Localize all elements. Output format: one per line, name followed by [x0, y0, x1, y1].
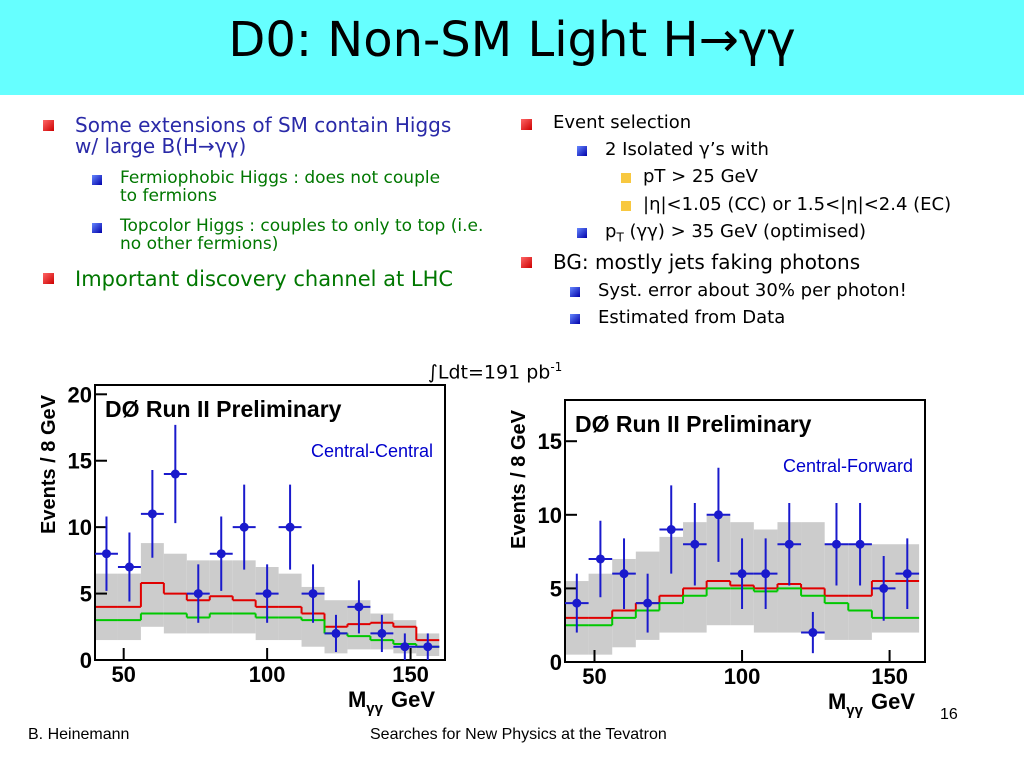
data-point	[147, 509, 157, 519]
y-tick-label: 0	[550, 650, 562, 675]
x-label-sub: γγ	[366, 700, 383, 717]
data-point	[354, 602, 364, 612]
y-axis-label: Events / 8 GeV	[508, 409, 530, 549]
text: p	[605, 221, 617, 242]
x-tick-label: 50	[111, 662, 135, 687]
data-point	[377, 628, 387, 638]
x-tick-label: 150	[871, 664, 908, 689]
syst-band	[848, 544, 872, 640]
bullet: BG: mostly jets faking photons	[520, 250, 861, 274]
data-point	[331, 628, 341, 638]
data-point	[572, 598, 582, 608]
sub-sub-bullet: |η|<1.05 (CC) or 1.5<|η|<2.4 (EC)	[620, 194, 952, 215]
x-axis-label: Mγγ GeV	[348, 687, 435, 717]
y-tick-label: 5	[550, 576, 562, 601]
x-tick-label: 50	[582, 664, 606, 689]
data-point	[643, 598, 653, 608]
region-label-bg	[307, 439, 436, 463]
plot-frame	[564, 399, 926, 663]
page-number: 16	[940, 706, 958, 723]
data-point	[690, 539, 700, 549]
data-point	[666, 525, 676, 535]
syst-band	[706, 514, 731, 626]
x-tick-label: 100	[249, 662, 286, 687]
footer-talk: Searches for New Physics at the Tevatron	[370, 726, 667, 743]
data-point	[713, 510, 723, 520]
y-tick-label: 15	[538, 429, 562, 454]
sub-sub-bullet: pT > 25 GeV	[621, 166, 758, 187]
sub-bullet: Fermiophobic Higgs : does not couple to …	[92, 169, 460, 206]
y-tick-label: 15	[68, 449, 92, 474]
data-point	[239, 522, 249, 532]
data-point	[619, 569, 629, 579]
sub-bullet: Topcolor Higgs : couples to only to top …	[92, 217, 490, 254]
y-tick-label: 10	[68, 515, 92, 540]
bullet: Some extensions of SM contain Higgs w/ l…	[43, 115, 475, 157]
data-point	[308, 589, 318, 599]
superscript: -1	[550, 360, 563, 374]
data-point	[193, 589, 203, 599]
data-point	[400, 642, 410, 652]
data-point	[216, 549, 226, 559]
sub-bullet: pT (γγ) > 35 GeV (optimised)	[576, 221, 867, 245]
subscript: T	[616, 230, 624, 245]
y-tick-label: 10	[538, 503, 562, 528]
data-point	[808, 628, 818, 638]
data-point	[784, 539, 794, 549]
syst-band	[232, 560, 256, 634]
data-point	[423, 642, 433, 652]
footer-author: B. Heinemann	[28, 726, 130, 743]
slide-title: D0: Non-SM Light H→γγ	[228, 12, 796, 68]
x-tick-label: 100	[724, 664, 761, 689]
bullet: Event selection	[520, 112, 692, 133]
data-point	[124, 562, 134, 572]
y-axis-label: Events / 8 GeV	[38, 394, 60, 534]
plot-title: DØ Run II Preliminary	[105, 396, 342, 422]
syst-band	[140, 543, 164, 627]
x-label-unit: GeV	[391, 687, 435, 712]
data-point	[831, 539, 841, 549]
region-label-bg	[779, 454, 916, 478]
bullet: Important discovery channel at LHC	[43, 268, 475, 290]
syst-band	[824, 544, 849, 640]
x-label-unit: GeV	[871, 689, 915, 714]
y-tick-label: 0	[80, 648, 92, 673]
data-point	[262, 589, 272, 599]
syst-band	[588, 573, 613, 655]
x-tick-label: 150	[392, 662, 429, 687]
y-tick-label: 5	[80, 582, 92, 607]
data-point	[879, 583, 889, 593]
data-point	[595, 554, 605, 564]
x-label-sub: γγ	[846, 702, 863, 719]
luminosity: ∫Ldt=191 pb-1	[428, 360, 562, 383]
x-label-main: M	[348, 687, 366, 712]
sub-bullet: Estimated from Data	[569, 307, 786, 328]
syst-band	[659, 536, 684, 633]
syst-band	[801, 522, 825, 633]
sub-bullet: 2 Isolated γ’s with	[577, 139, 769, 160]
data-point	[101, 549, 111, 559]
header-bar	[0, 0, 1024, 95]
text: ∫Ldt=191 pb	[428, 361, 551, 384]
data-point	[737, 569, 747, 579]
text: (γγ) > 35 GeV (optimised)	[623, 221, 867, 242]
x-axis-label: Mγγ GeV	[828, 689, 915, 719]
x-label-main: M	[828, 689, 846, 714]
data-point	[170, 469, 180, 479]
y-tick-label: 20	[68, 382, 92, 407]
plot-title: DØ Run II Preliminary	[575, 411, 812, 437]
data-point	[761, 569, 771, 579]
data-point	[285, 522, 295, 532]
region-label: Central-Forward	[783, 456, 913, 476]
sub-bullet: Syst. error about 30% per photon!	[570, 280, 907, 301]
data-point	[902, 569, 912, 579]
data-point	[855, 539, 865, 549]
region-label: Central-Central	[311, 441, 433, 461]
plot-frame	[94, 384, 446, 661]
